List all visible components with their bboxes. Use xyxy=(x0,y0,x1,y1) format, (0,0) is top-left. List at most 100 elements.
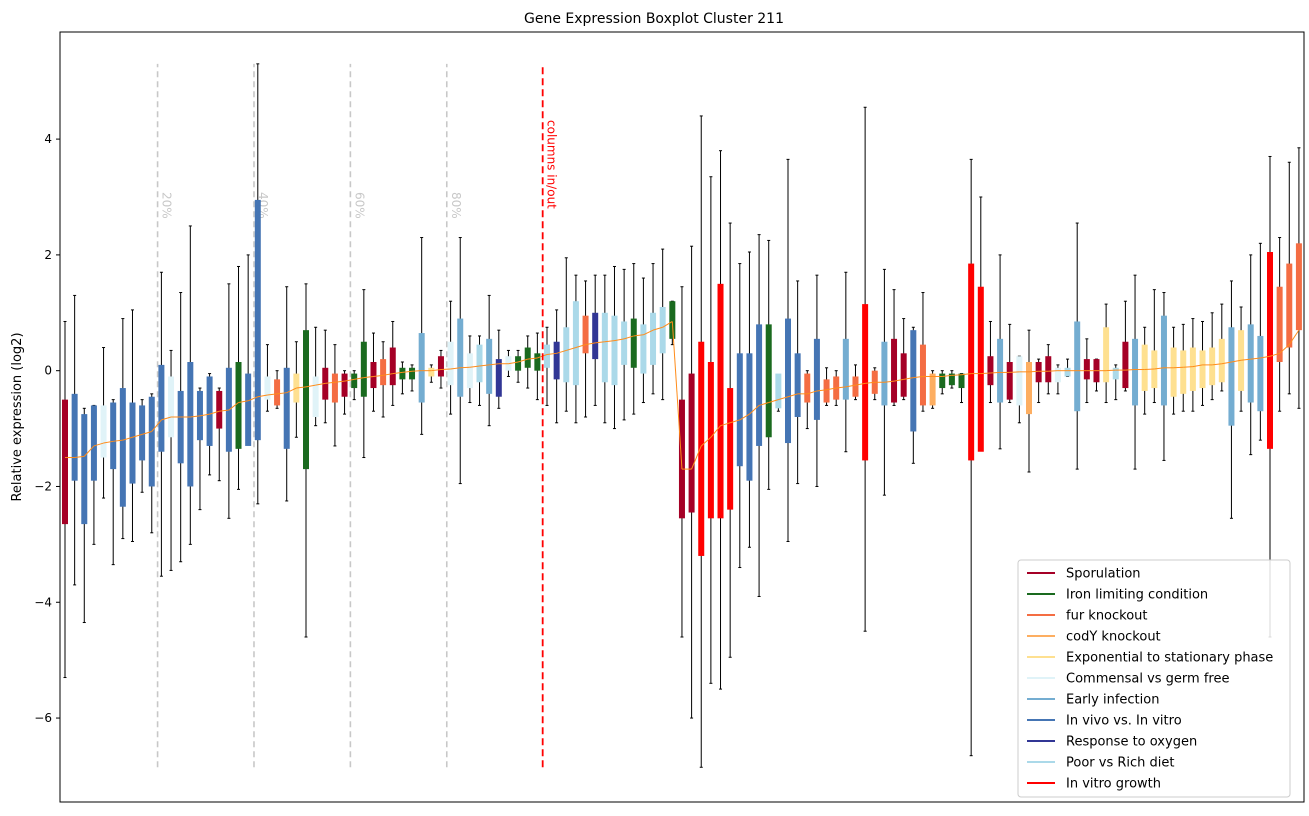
box-body xyxy=(148,396,155,487)
box-body xyxy=(331,373,338,403)
box-body xyxy=(1189,347,1196,391)
box-body xyxy=(958,373,965,389)
box-body xyxy=(572,301,579,386)
median-segment xyxy=(633,334,644,337)
median-segment xyxy=(951,374,962,376)
box-body xyxy=(1286,263,1293,348)
legend-item: Poor vs Rich diet xyxy=(1027,756,1174,771)
median-segment xyxy=(1192,364,1203,368)
box-body xyxy=(341,373,348,397)
box-body xyxy=(544,344,550,368)
median-segment xyxy=(247,396,258,402)
median-segment xyxy=(267,393,278,396)
median-segment xyxy=(739,413,750,421)
box-body xyxy=(283,367,290,449)
box-body xyxy=(515,356,522,371)
box-body xyxy=(62,399,68,525)
median-segment xyxy=(517,358,528,363)
median-segment xyxy=(826,387,837,391)
median-segment xyxy=(383,373,393,376)
box-body xyxy=(177,390,184,464)
median-segment xyxy=(83,445,95,457)
box-body xyxy=(707,362,714,519)
percent-marker-label: 80% xyxy=(449,192,463,219)
box-body xyxy=(1006,362,1013,400)
median-segment xyxy=(942,374,952,377)
box-body xyxy=(1209,347,1216,386)
median-segment xyxy=(730,419,740,424)
box-body xyxy=(1257,335,1264,412)
legend: Sporulation Iron limiting condition fur kn… xyxy=(1017,559,1291,798)
box-body xyxy=(611,315,618,386)
legend-label: In vivo vs. In vitro xyxy=(1066,714,1182,729)
median-segment xyxy=(199,413,210,417)
box-body xyxy=(351,373,358,389)
box-body xyxy=(746,353,753,481)
box-body xyxy=(592,312,599,360)
box-body xyxy=(1045,356,1052,383)
box-body xyxy=(1141,344,1148,391)
median-segment xyxy=(575,344,586,349)
median-segment xyxy=(151,419,162,432)
box-body xyxy=(486,338,493,394)
box-body xyxy=(968,263,975,461)
median-segment xyxy=(1212,363,1222,366)
box-body xyxy=(939,373,946,389)
median-segment xyxy=(460,366,470,369)
box-body xyxy=(1199,350,1206,389)
box-body xyxy=(1035,362,1042,383)
box-body xyxy=(630,318,637,368)
median-segment xyxy=(1154,367,1165,370)
legend-label: Poor vs Rich diet xyxy=(1066,756,1174,771)
median-segment xyxy=(546,352,557,355)
box-body xyxy=(1016,356,1023,406)
box-body xyxy=(312,376,319,417)
box-body xyxy=(1083,359,1090,380)
median-segment xyxy=(816,389,827,392)
median-segment xyxy=(710,425,721,438)
box-body xyxy=(1112,367,1119,380)
box-body xyxy=(235,362,242,449)
box-body xyxy=(1218,338,1225,383)
box-body xyxy=(929,373,936,406)
box-body xyxy=(495,359,502,397)
median-segment xyxy=(219,409,229,412)
box-body xyxy=(1054,367,1061,383)
box-body xyxy=(158,364,165,452)
median-segment xyxy=(595,341,605,344)
median-segment xyxy=(1009,371,1020,373)
median-segment xyxy=(1048,370,1058,372)
median-segment xyxy=(768,399,779,404)
median-segment xyxy=(614,338,625,342)
box-body xyxy=(775,373,782,409)
box-body xyxy=(1103,327,1110,383)
median-segment xyxy=(652,326,663,331)
median-segment xyxy=(209,410,220,415)
box-body xyxy=(881,341,888,406)
legend-item: Response to oxygen xyxy=(1027,735,1197,750)
median-segment xyxy=(749,405,760,415)
median-segment xyxy=(1279,344,1290,354)
legend-item: Iron limiting condition xyxy=(1027,588,1208,603)
legend-label: Early infection xyxy=(1066,693,1159,708)
legend-label: In vitro growth xyxy=(1066,777,1161,792)
legend-item: Sporulation xyxy=(1027,567,1141,582)
legend-label: Exponential to stationary phase xyxy=(1066,651,1273,666)
box-body xyxy=(582,315,589,354)
box-body xyxy=(1247,324,1254,403)
box-body xyxy=(640,324,647,374)
median-segment xyxy=(893,378,904,382)
box-body xyxy=(1228,327,1235,426)
median-segment xyxy=(479,364,490,367)
median-segment xyxy=(1288,329,1300,345)
median-segment xyxy=(508,361,519,365)
y-axis-label: Relative expression (log2) xyxy=(10,332,25,501)
box-body xyxy=(698,341,705,556)
box-body xyxy=(370,362,377,389)
median-segment xyxy=(585,342,596,346)
median-segment xyxy=(643,329,654,336)
box-body xyxy=(168,376,175,438)
box-body xyxy=(727,388,734,510)
median-segment xyxy=(787,393,798,398)
